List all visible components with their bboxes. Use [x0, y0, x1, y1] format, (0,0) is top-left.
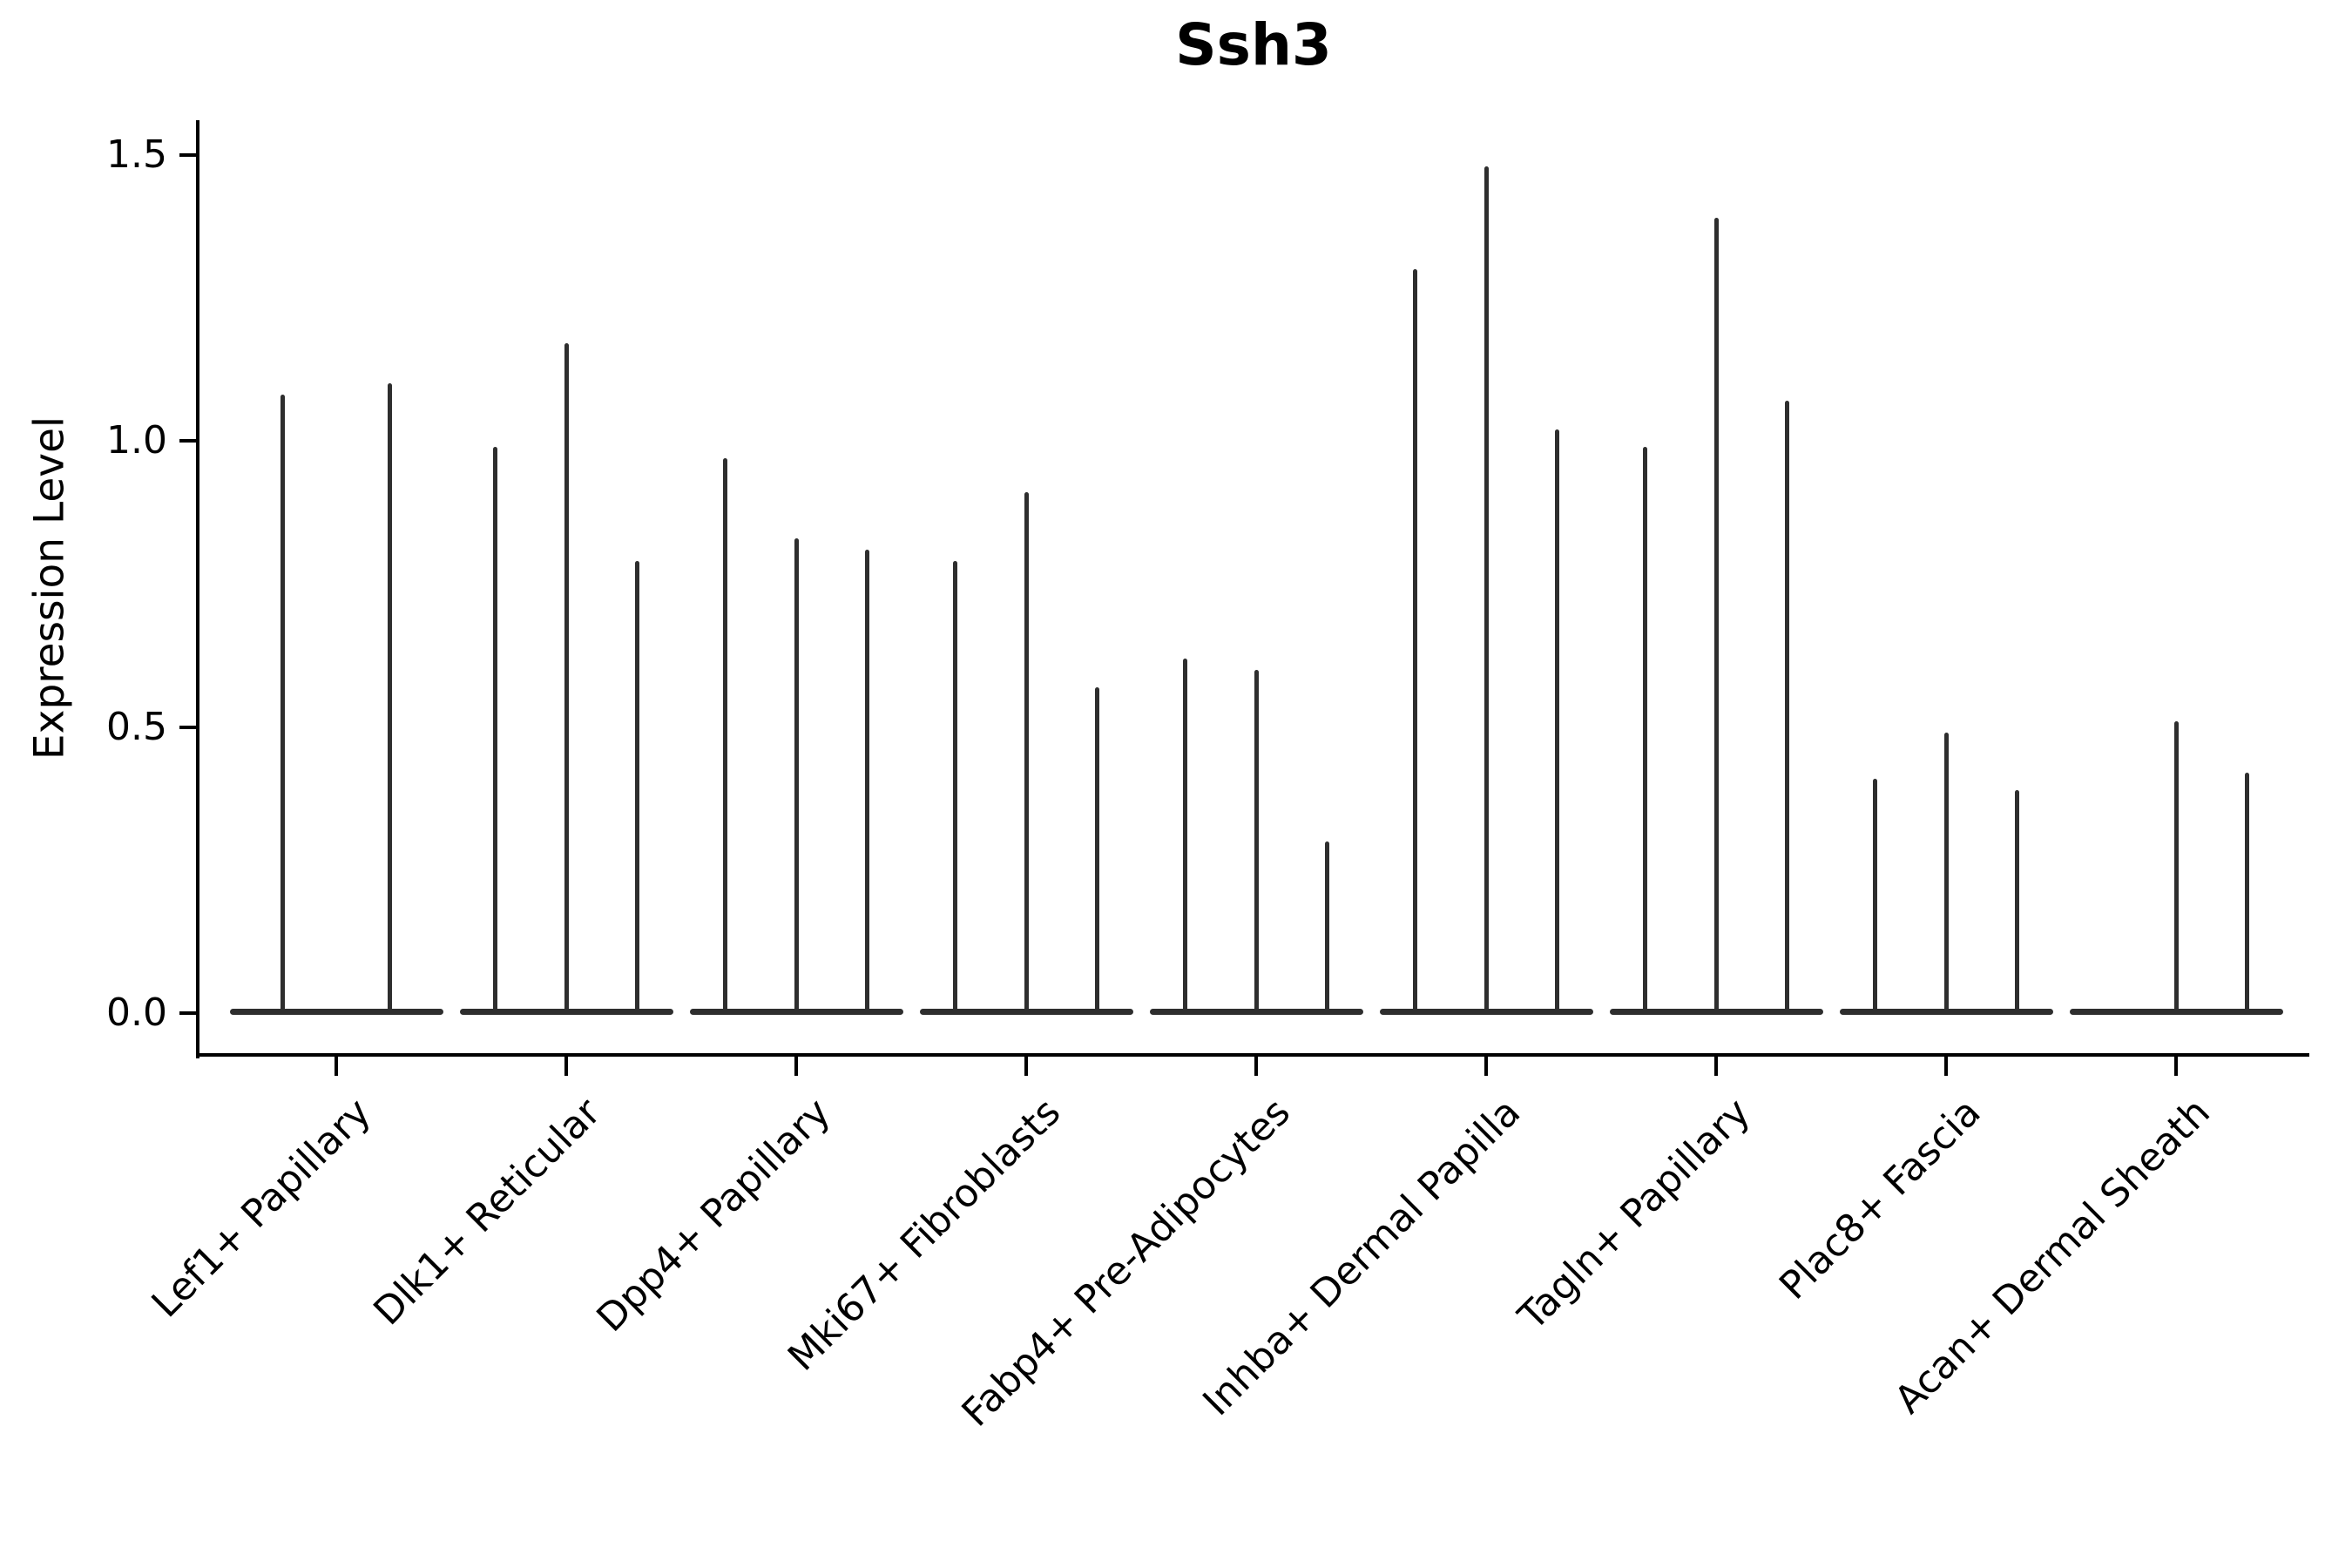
x-tick-label: Tagln+ Papillary: [1510, 1090, 1760, 1339]
plot-title: Ssh3: [1175, 11, 1332, 78]
violin-spike: [794, 537, 799, 1015]
x-tick-label: Plac8+ Fascia: [1770, 1090, 1990, 1308]
violin-spike: [635, 560, 640, 1015]
y-tick-mark: [179, 152, 196, 157]
y-tick-label: 1.0: [106, 418, 167, 463]
violin-spike: [1325, 841, 1330, 1015]
y-tick-mark: [179, 1011, 196, 1015]
x-tick-mark: [1714, 1057, 1718, 1076]
violin-spike: [865, 549, 870, 1015]
y-tick-mark: [179, 725, 196, 729]
violin-spike: [1024, 492, 1029, 1015]
violin-spike: [492, 446, 497, 1015]
x-tick-mark: [335, 1057, 338, 1076]
violin-spike: [1095, 686, 1100, 1015]
x-tick-mark: [564, 1057, 568, 1076]
x-tick-mark: [1484, 1057, 1488, 1076]
violin-spike: [2173, 720, 2179, 1015]
y-axis-spine: [196, 120, 199, 1058]
violin-spike: [1642, 446, 1647, 1015]
y-tick-label: 0.0: [106, 990, 167, 1035]
violin-spike: [1872, 778, 1877, 1015]
violin-spike: [387, 383, 392, 1015]
x-tick-mark: [1944, 1057, 1948, 1076]
violin-spike: [564, 343, 569, 1015]
y-tick-label: 0.5: [106, 704, 167, 749]
violin-spike: [1785, 401, 1790, 1015]
violin-spike: [1943, 733, 1949, 1015]
violin-base: [229, 1009, 443, 1015]
violin-spike: [952, 560, 957, 1015]
violin-spike: [1484, 166, 1489, 1015]
violin-spike: [280, 395, 286, 1015]
violin-spike: [1412, 268, 1417, 1015]
y-tick-label: 1.5: [106, 132, 167, 177]
x-tick-mark: [1024, 1057, 1028, 1076]
x-tick-mark: [2174, 1057, 2178, 1076]
violin-spike: [1254, 669, 1259, 1015]
violin-spike: [1555, 429, 1560, 1015]
violin-spike: [722, 457, 727, 1015]
x-tick-label: Lef1+ Papillary: [143, 1090, 380, 1327]
y-tick-mark: [179, 439, 196, 443]
x-tick-label: Dlk1+ Reticular: [365, 1090, 610, 1335]
x-tick-mark: [794, 1057, 798, 1076]
x-tick-mark: [1254, 1057, 1258, 1076]
violin-spike: [1713, 217, 1719, 1015]
x-axis-spine: [196, 1053, 2309, 1057]
violin-spike: [1182, 658, 1187, 1015]
violin-spike: [2015, 789, 2020, 1015]
x-tick-label: Dpp4+ Papillary: [588, 1090, 840, 1341]
violin-spike: [2245, 773, 2250, 1015]
